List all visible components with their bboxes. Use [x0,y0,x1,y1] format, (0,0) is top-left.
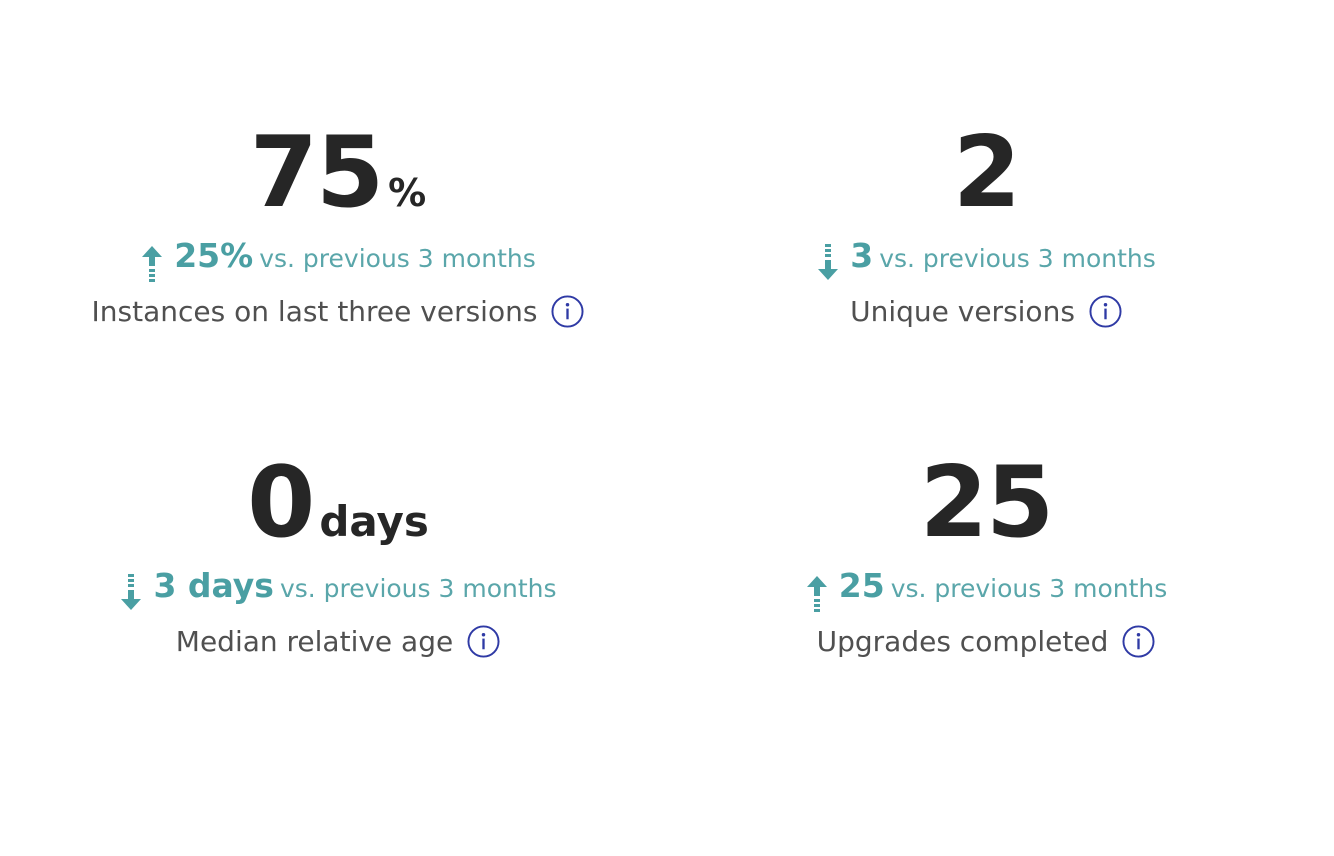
trend-comparison: vs. previous 3 months [890,574,1168,603]
metric-number: 0 [247,446,315,560]
info-icon[interactable] [551,294,584,328]
metric-number: 25 [919,446,1054,560]
metric-unit: % [388,171,427,215]
metric-value: 0 days [0,448,676,558]
metric-number: 2 [952,116,1021,230]
trend-value: 25% [174,236,254,275]
trend-comparison: vs. previous 3 months [879,244,1156,273]
metric-unit: days [319,497,429,546]
metric-label-text: Upgrades completed [816,625,1109,658]
metric-card-instances-last-three-versions: 75% 25% vs. previous 3 months Instances o… [0,118,676,332]
metric-card-upgrades-completed: 25 25 vs. previous 3 months Upgrades comp… [648,448,1324,662]
metric-label: Unique versions [648,292,1324,332]
metric-value: 25 [648,448,1324,558]
info-icon[interactable] [1089,294,1122,328]
metric-card-unique-versions: 2 3 vs. previous 3 months Unique versions [648,118,1324,332]
trend-comparison: vs. previous 3 months [279,574,557,603]
metric-value: 75% [0,118,676,228]
trend-value: 3 [850,236,874,275]
arrow-down-icon [818,243,839,280]
metric-label-text: Instances on last three versions [91,295,538,328]
metric-label: Median relative age [0,622,676,662]
metric-label-text: Unique versions [850,295,1075,328]
metric-number: 75 [249,116,384,230]
metric-trend: 25 vs. previous 3 months [648,562,1324,612]
metric-value: 2 [648,118,1324,228]
metric-trend: 3 days vs. previous 3 months [0,562,676,610]
metric-trend: 3 vs. previous 3 months [648,232,1324,280]
metric-label-text: Median relative age [175,625,454,658]
trend-comparison: vs. previous 3 months [259,244,536,273]
trend-value: 3 days [153,566,274,605]
metric-card-median-relative-age: 0 days 3 days vs. previous 3 months Median… [0,448,676,662]
arrow-down-icon [121,573,142,610]
arrow-up-icon [806,575,827,612]
info-icon[interactable] [1122,624,1155,658]
arrow-up-icon [142,245,163,282]
metric-trend: 25% vs. previous 3 months [0,232,676,282]
info-icon[interactable] [467,624,500,658]
metric-label: Upgrades completed [648,622,1324,662]
metric-label: Instances on last three versions [0,292,676,332]
trend-value: 25 [838,566,885,605]
